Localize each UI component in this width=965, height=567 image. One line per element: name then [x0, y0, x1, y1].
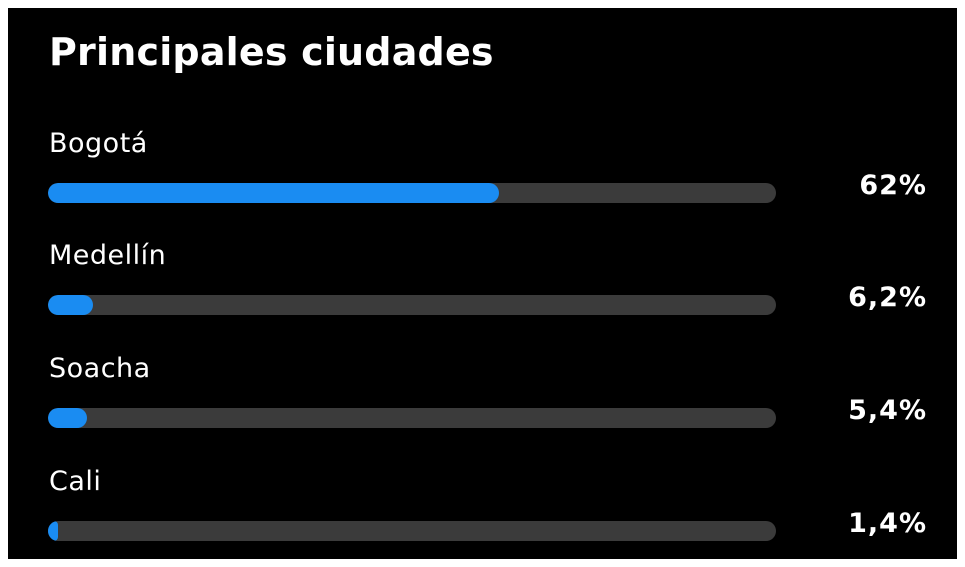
- city-percent: 1,4%: [848, 508, 927, 539]
- city-name: Soacha: [49, 353, 151, 384]
- progress-fill: [48, 183, 499, 203]
- progress-track: [48, 183, 776, 203]
- progress-fill: [48, 295, 93, 315]
- city-percent: 62%: [859, 170, 927, 201]
- city-name: Medellín: [49, 240, 167, 271]
- city-row-cali: Cali 1,4%: [8, 466, 957, 546]
- city-percent: 6,2%: [848, 282, 927, 313]
- panel-title: Principales ciudades: [49, 30, 494, 74]
- progress-track: [48, 408, 776, 428]
- progress-track: [48, 295, 776, 315]
- top-cities-panel: Principales ciudades Bogotá 62% Medellín…: [8, 8, 957, 559]
- city-row-soacha: Soacha 5,4%: [8, 353, 957, 433]
- progress-fill: [48, 408, 87, 428]
- progress-fill: [48, 521, 58, 541]
- progress-track: [48, 521, 776, 541]
- city-row-medellin: Medellín 6,2%: [8, 240, 957, 320]
- city-name: Cali: [49, 466, 102, 497]
- city-row-bogota: Bogotá 62%: [8, 128, 957, 208]
- city-name: Bogotá: [49, 128, 148, 159]
- city-percent: 5,4%: [848, 395, 927, 426]
